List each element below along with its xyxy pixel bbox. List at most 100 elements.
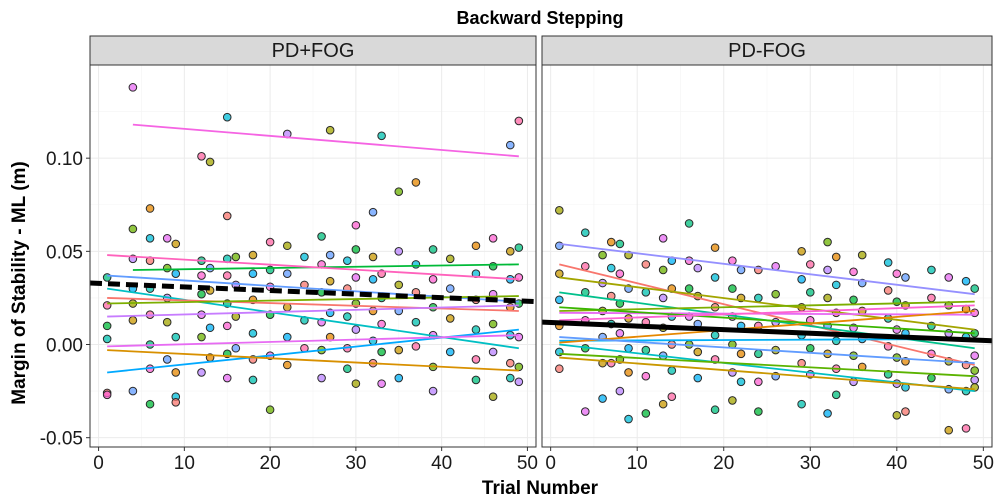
data-point	[428, 386, 438, 396]
subject-trend-line	[107, 287, 519, 350]
subject-trend-line	[559, 356, 975, 391]
data-point	[102, 390, 112, 400]
data-point	[961, 424, 971, 433]
data-point	[831, 252, 841, 262]
data-point	[325, 276, 335, 286]
data-point	[205, 323, 215, 333]
subject-trend-line	[559, 352, 975, 378]
data-point	[892, 411, 902, 420]
data-point	[823, 237, 832, 247]
data-point	[197, 271, 206, 280]
data-point	[797, 358, 806, 368]
subject-trend-line	[559, 304, 975, 322]
data-point	[368, 207, 378, 217]
subject-trend-line	[559, 276, 975, 331]
data-point	[171, 332, 181, 342]
data-point	[641, 345, 651, 355]
data-point	[445, 347, 455, 357]
x-tick-label: 30	[345, 453, 366, 474]
data-point	[641, 288, 651, 297]
data-point	[771, 289, 780, 299]
data-point	[970, 351, 979, 360]
data-point	[325, 250, 335, 260]
data-point	[728, 256, 737, 265]
data-point	[222, 112, 232, 122]
x-tick-label: 30	[800, 453, 821, 474]
subject-trend-line	[559, 310, 975, 344]
data-point	[754, 349, 763, 359]
data-point	[797, 399, 806, 409]
data-point	[658, 293, 668, 303]
data-point	[892, 325, 902, 334]
data-point	[248, 329, 258, 338]
data-point	[728, 396, 737, 405]
data-point	[394, 373, 404, 383]
chart-title: Backward Stepping	[456, 8, 623, 28]
data-point	[615, 386, 625, 396]
data-point	[892, 269, 902, 279]
group-trend-line	[89, 280, 537, 305]
data-point	[693, 373, 703, 383]
data-point	[162, 233, 172, 243]
data-point	[598, 394, 607, 403]
facet-strip-label: PD-FOG	[728, 40, 806, 62]
subject-trend-line	[107, 334, 519, 348]
data-point	[736, 265, 746, 275]
data-point	[445, 254, 455, 264]
subject-trend-line	[559, 263, 975, 366]
data-point	[514, 362, 524, 372]
data-point	[471, 325, 481, 334]
x-tick-label: 10	[174, 453, 195, 474]
subject-trend-line	[559, 311, 975, 316]
data-point	[514, 116, 524, 126]
y-tick-label: 0.00	[46, 336, 83, 357]
data-point	[658, 265, 668, 275]
data-point	[797, 274, 806, 284]
data-point	[102, 334, 112, 344]
data-point	[970, 375, 979, 385]
x-tick-label: 10	[627, 453, 648, 474]
data-point	[128, 83, 138, 92]
data-point	[505, 140, 515, 150]
data-point	[377, 319, 386, 329]
data-point	[222, 373, 232, 383]
data-point	[145, 233, 155, 243]
data-point	[394, 345, 404, 355]
data-point	[606, 237, 616, 247]
subject-trend-line	[107, 254, 519, 281]
data-point	[710, 405, 720, 415]
data-point	[615, 269, 625, 279]
data-point	[488, 233, 498, 243]
data-point	[197, 152, 206, 161]
data-point	[598, 250, 607, 260]
data-point	[514, 243, 524, 252]
data-point	[615, 329, 625, 338]
data-point	[231, 252, 241, 262]
data-point	[222, 211, 232, 221]
data-point	[805, 343, 815, 353]
data-point	[667, 392, 677, 401]
x-tick-label: 20	[713, 453, 734, 474]
data-point	[728, 284, 737, 293]
data-point	[961, 276, 971, 286]
panel-border	[89, 64, 537, 448]
data-point	[128, 386, 138, 396]
data-point	[805, 260, 815, 269]
y-axis-title: Margin of Stability - ML (m)	[9, 161, 30, 404]
data-point	[658, 233, 668, 243]
x-axis-title: Trial Number	[482, 478, 599, 499]
data-point	[282, 241, 292, 251]
subject-trend-line	[559, 336, 975, 365]
data-point	[231, 343, 241, 353]
data-point	[754, 293, 763, 303]
x-tick-label: 20	[260, 453, 281, 474]
data-point	[883, 258, 893, 267]
data-point	[351, 273, 361, 282]
data-point	[445, 284, 455, 293]
data-point	[606, 263, 616, 273]
data-point	[377, 379, 386, 388]
data-point	[197, 332, 206, 342]
data-point	[488, 261, 498, 271]
data-point	[823, 293, 832, 303]
